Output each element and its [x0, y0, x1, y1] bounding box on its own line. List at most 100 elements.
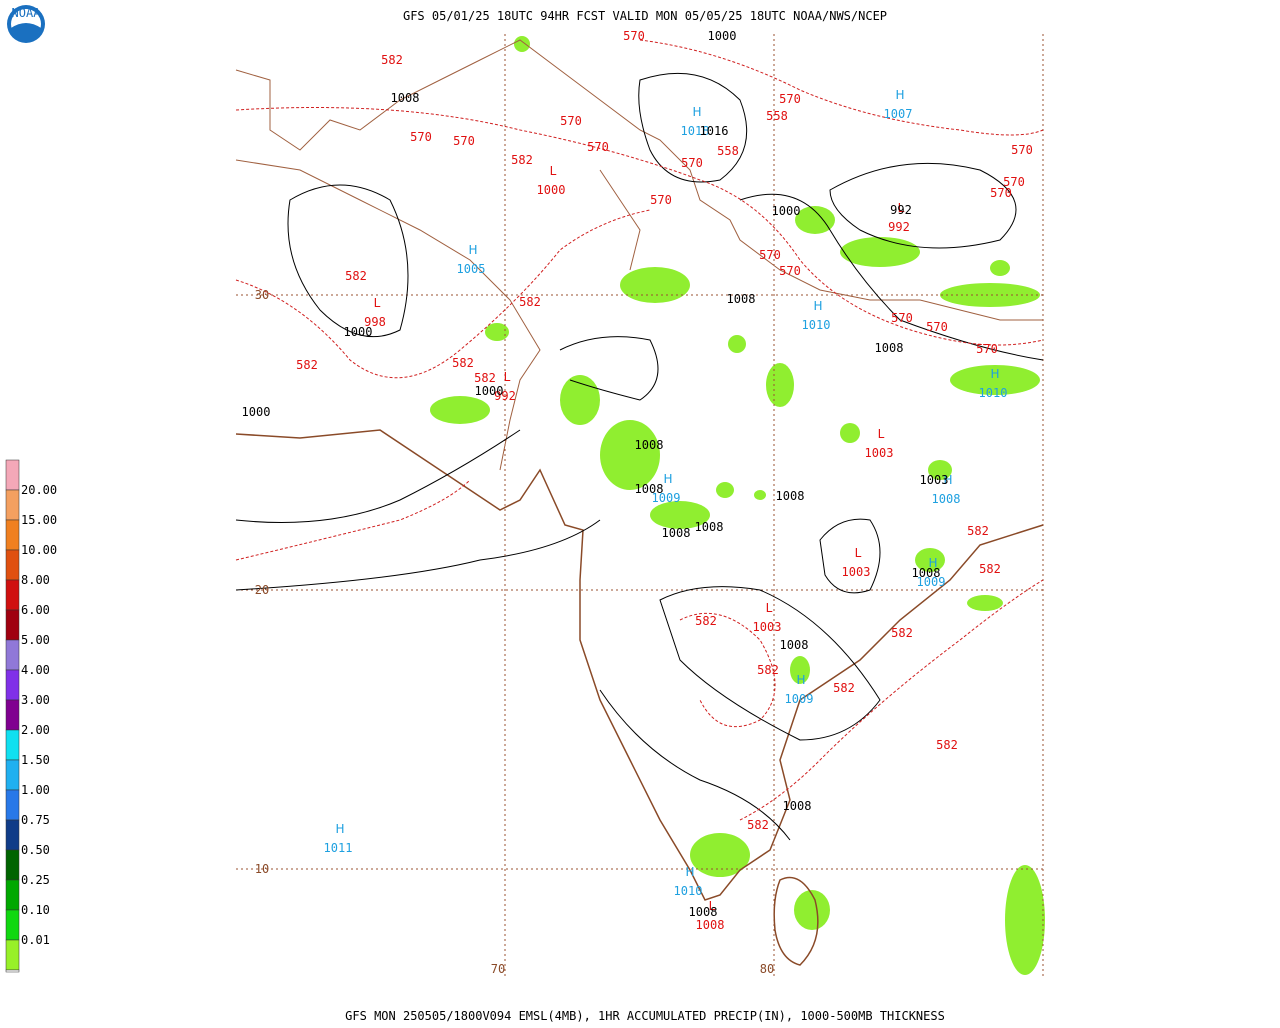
isobar-label: 992: [890, 203, 912, 217]
low-symbol: L: [855, 546, 862, 560]
legend-swatch: [5, 819, 20, 851]
legend-label: 15.00: [21, 513, 57, 527]
high-symbol: H: [813, 299, 822, 313]
low-value: 1003: [753, 620, 782, 634]
coastline: [235, 429, 1044, 966]
legend-label: 10.00: [21, 543, 57, 557]
thickness-label: 570: [779, 92, 801, 106]
legend-swatch: [5, 789, 20, 821]
map-title: GFS 05/01/25 18UTC 94HR FCST VALID MON 0…: [403, 9, 887, 23]
legend-label: 20.00: [21, 483, 57, 497]
legend-swatch: [5, 759, 20, 791]
logo-text: NOAA: [12, 6, 42, 20]
legend-swatch: [5, 669, 20, 701]
legend-label: 0.01: [21, 933, 50, 947]
thickness-label: 582: [757, 663, 779, 677]
legend-label: 1.00: [21, 783, 50, 797]
grid-label: 70: [491, 962, 505, 976]
legend-swatch: [5, 909, 20, 941]
high-value: 1010: [674, 884, 703, 898]
low-value: 1003: [842, 565, 871, 579]
isobar-label: 1000: [475, 384, 504, 398]
isobar-label: 1008: [727, 292, 756, 306]
high-symbol: H: [692, 105, 701, 119]
thickness-label: 570: [410, 130, 432, 144]
legend-swatch: [5, 879, 20, 911]
thickness-label: 582: [345, 269, 367, 283]
thickness-label: 582: [979, 562, 1001, 576]
low-symbol: L: [550, 164, 557, 178]
thickness-label: 570: [650, 193, 672, 207]
high-value: 1010: [802, 318, 831, 332]
thickness-label: 582: [381, 53, 403, 67]
thickness-label: 558: [717, 144, 739, 158]
thickness-label: 582: [519, 295, 541, 309]
thickness-label: 570: [1011, 143, 1033, 157]
map-area: [235, 34, 1045, 977]
grid-label: 10: [255, 862, 269, 876]
low-value: 992: [888, 220, 910, 234]
high-value: 1005: [457, 262, 486, 276]
legend-swatch: [5, 939, 20, 971]
thickness-label: 582: [511, 153, 533, 167]
legend-swatch: [5, 699, 20, 731]
isobar-label: 1008: [912, 566, 941, 580]
thickness-label: 570: [976, 342, 998, 356]
thickness-label: 582: [936, 738, 958, 752]
high-value: 1009: [652, 491, 681, 505]
isobar-label: 1008: [689, 905, 718, 919]
precip-areas: [430, 36, 1045, 975]
legend-swatch: [5, 459, 20, 491]
isobar-label: 1016: [700, 124, 729, 138]
low-symbol: L: [878, 427, 885, 441]
isobar-label: 1003: [920, 473, 949, 487]
high-symbol: H: [990, 367, 999, 381]
thickness-label: 570: [1003, 175, 1025, 189]
thickness-label: 582: [474, 371, 496, 385]
grid-label: 30: [255, 288, 269, 302]
thickness-label: 570: [623, 29, 645, 43]
legend-label: 6.00: [21, 603, 50, 617]
thickness-label: 582: [695, 614, 717, 628]
isobar-label: 1000: [772, 204, 801, 218]
lat-lon-grid: [236, 34, 1044, 977]
legend-label: 0.10: [21, 903, 50, 917]
isobar-label: 1008: [783, 799, 812, 813]
high-value: 1009: [917, 575, 946, 589]
thickness-lines: [235, 39, 1044, 821]
low-value: 1000: [537, 183, 566, 197]
legend-label: 3.00: [21, 693, 50, 707]
legend-swatch: [5, 579, 20, 611]
thickness-label: 582: [891, 626, 913, 640]
thickness-label: 570: [779, 264, 801, 278]
isobars: [235, 72, 1044, 841]
high-value: 1008: [932, 492, 961, 506]
high-symbol: H: [335, 822, 344, 836]
high-symbol: H: [685, 865, 694, 879]
isobar-label: 1008: [780, 638, 809, 652]
high-value: 1011: [324, 841, 353, 855]
thickness-label: 582: [296, 358, 318, 372]
legend-label: 2.00: [21, 723, 50, 737]
thickness-label: 570: [891, 311, 913, 325]
legend-label: 8.00: [21, 573, 50, 587]
map-caption: GFS MON 250505/1800V094 EMSL(4MB), 1HR A…: [345, 1009, 945, 1023]
legend-swatch: [5, 969, 20, 973]
precip-legend: 20.00 15.00 10.00 8.00 6.00 5.00 4.00 3.00 2.00 1…: [5, 459, 57, 973]
legend-swatch: [5, 729, 20, 761]
high-symbol: H: [943, 473, 952, 487]
grid-label: 80: [760, 962, 774, 976]
isobar-label: 1000: [344, 325, 373, 339]
legend-swatch: [5, 519, 20, 551]
isobar-label: 1008: [635, 482, 664, 496]
isobar-label: 1008: [776, 489, 805, 503]
thickness-label: 582: [833, 681, 855, 695]
high-value: 1007: [884, 107, 913, 121]
low-symbol: L: [766, 601, 773, 615]
high-symbol: H: [895, 88, 904, 102]
isobar-label: 1000: [708, 29, 737, 43]
thickness-label: 582: [967, 524, 989, 538]
thickness-label: 570: [990, 186, 1012, 200]
